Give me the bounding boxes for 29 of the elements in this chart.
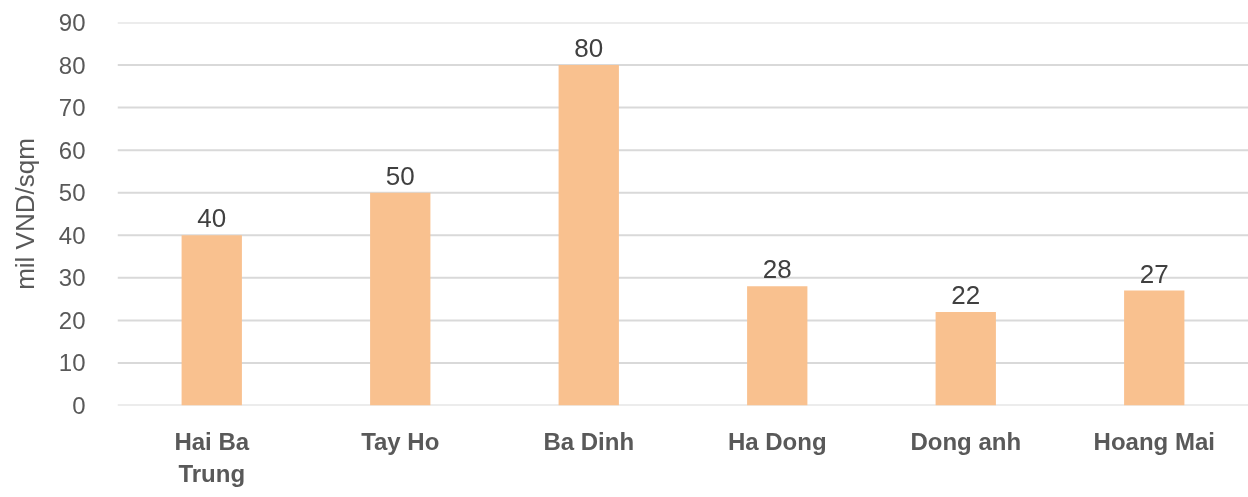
y-tick-label: 20 (58, 306, 86, 334)
y-tick-label: 60 (58, 136, 86, 164)
y-tick-label: 50 (58, 179, 86, 207)
data-label: 50 (385, 160, 415, 191)
bar (935, 311, 996, 406)
bar (747, 286, 808, 406)
y-tick-label: 80 (58, 51, 86, 79)
x-tick-label: Dong anh (910, 427, 1022, 455)
data-label: 22 (951, 279, 981, 310)
bar (1124, 290, 1185, 406)
x-tick-label: Hoang Mai (1093, 427, 1215, 455)
y-tick-label: 70 (58, 94, 86, 122)
data-label: 40 (197, 203, 227, 234)
y-tick-label: 10 (58, 349, 86, 377)
y-tick-label: 30 (58, 264, 86, 292)
y-tick-label: 40 (58, 221, 86, 249)
y-tick-label: 90 (58, 9, 86, 36)
data-label: 80 (574, 33, 604, 64)
x-tick-label: Ha Dong (727, 427, 827, 455)
x-tick-label: Ba Dinh (543, 427, 635, 455)
data-label: 27 (1139, 258, 1169, 289)
x-tick-label: Tay Ho (361, 427, 440, 455)
y-axis-title: mil VND/sqm (9, 138, 40, 290)
y-tick-label: 0 (72, 392, 86, 419)
bar (370, 192, 431, 406)
bar (181, 235, 242, 406)
bar (558, 65, 619, 406)
data-label: 28 (762, 254, 792, 285)
x-tick-label: Hai Ba Trung (174, 427, 250, 487)
